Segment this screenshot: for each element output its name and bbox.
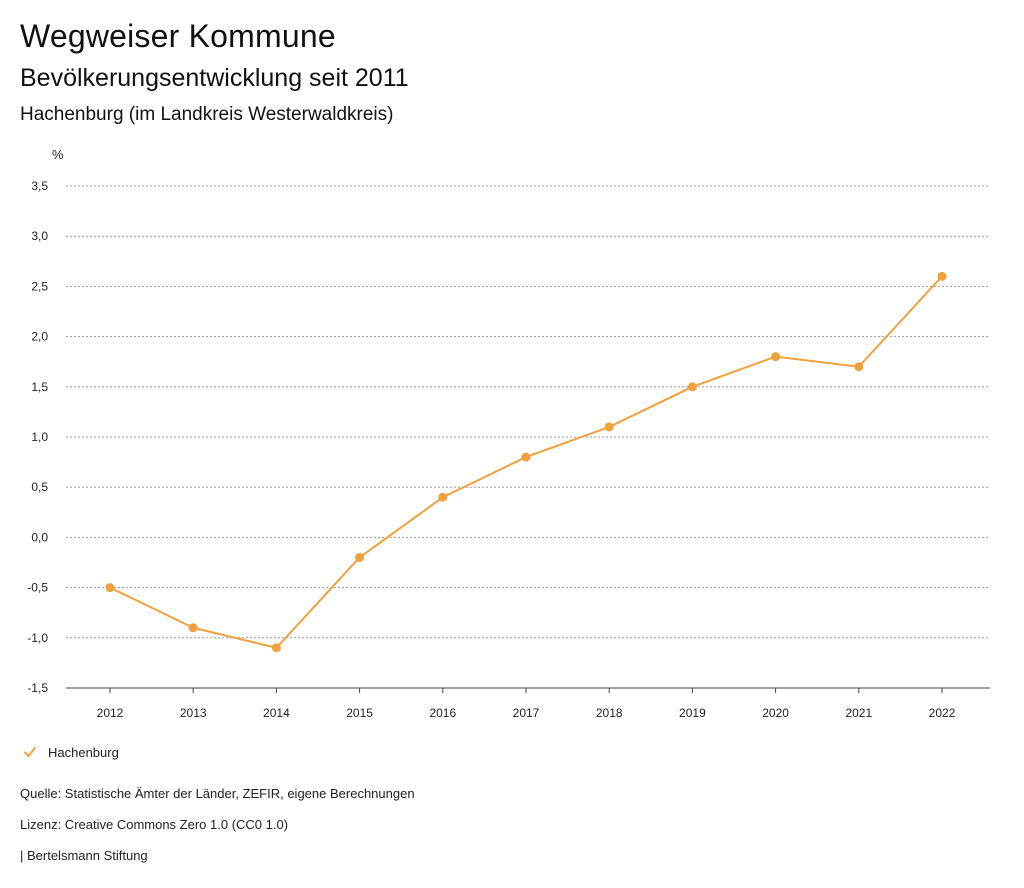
x-tick-label: 2019 xyxy=(679,706,706,720)
checkmark-icon xyxy=(24,747,36,757)
x-tick-label: 2022 xyxy=(929,706,956,720)
data-point[interactable] xyxy=(271,643,281,653)
y-tick-label: 2,5 xyxy=(31,279,48,293)
x-tick-label: 2020 xyxy=(762,706,789,720)
legend-label-hachenburg: Hachenburg xyxy=(48,744,119,760)
source-note: Quelle: Statistische Ämter der Länder, Z… xyxy=(20,786,415,801)
y-tick-label: 1,5 xyxy=(31,380,48,394)
x-tick-label: 2018 xyxy=(596,706,623,720)
data-point[interactable] xyxy=(438,492,448,502)
data-point[interactable] xyxy=(937,271,947,281)
y-axis-unit-label: % xyxy=(52,147,64,162)
data-point[interactable] xyxy=(521,452,531,462)
data-point[interactable] xyxy=(604,422,614,432)
data-point[interactable] xyxy=(355,552,365,562)
x-tick-label: 2012 xyxy=(97,706,124,720)
y-tick-label: 3,5 xyxy=(31,179,48,193)
data-point[interactable] xyxy=(771,352,781,362)
chart-legend[interactable]: Hachenburg xyxy=(22,744,119,760)
publisher-note: | Bertelsmann Stiftung xyxy=(20,848,148,863)
y-tick-label: -0,5 xyxy=(27,581,48,595)
line-chart: % 3,5 3,0 2,5 2,0 1,5 1,0 0,5 0,0 -0,5 -1,0 -1,5 2… xyxy=(27,147,990,720)
page-title: Wegweiser Kommune xyxy=(20,18,336,54)
x-tick-label: 2017 xyxy=(513,706,540,720)
data-point[interactable] xyxy=(854,362,864,372)
x-tick-label: 2015 xyxy=(346,706,373,720)
data-point[interactable] xyxy=(105,583,115,593)
region-label: Hachenburg (im Landkreis Westerwaldkreis… xyxy=(20,104,394,125)
x-tick-label: 2013 xyxy=(180,706,207,720)
x-tick-label: 2014 xyxy=(263,706,290,720)
data-point[interactable] xyxy=(687,382,697,392)
x-tick-label: 2021 xyxy=(845,706,872,720)
y-tick-label: 3,0 xyxy=(31,229,48,243)
y-tick-label: 0,0 xyxy=(31,530,48,544)
chart-subtitle: Bevölkerungsentwicklung seit 2011 xyxy=(20,64,409,92)
license-note: Lizenz: Creative Commons Zero 1.0 (CC0 1… xyxy=(20,817,289,832)
data-point[interactable] xyxy=(188,623,198,633)
y-tick-label: 0,5 xyxy=(31,480,48,494)
y-tick-label: 2,0 xyxy=(31,330,48,344)
series-line-hachenburg xyxy=(109,275,943,649)
y-tick-label: -1,5 xyxy=(27,681,48,695)
x-tick-label: 2016 xyxy=(429,706,456,720)
y-tick-label: -1,0 xyxy=(27,631,48,645)
y-tick-label: 1,0 xyxy=(31,430,48,444)
